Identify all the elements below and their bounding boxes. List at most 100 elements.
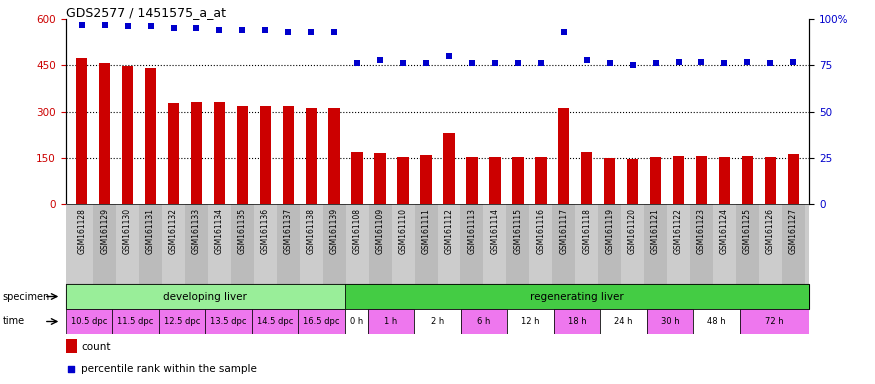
Bar <box>507 204 529 284</box>
Bar <box>158 309 205 334</box>
Bar <box>713 204 736 284</box>
Bar <box>483 204 507 284</box>
Point <box>763 60 777 66</box>
Point <box>718 60 732 66</box>
Point <box>350 60 364 66</box>
Text: GSM161138: GSM161138 <box>307 208 316 254</box>
Point <box>511 60 525 66</box>
Text: regenerating liver: regenerating liver <box>530 291 624 301</box>
Bar <box>788 154 799 204</box>
Bar <box>718 157 730 204</box>
Point <box>671 58 685 65</box>
Text: 72 h: 72 h <box>766 317 784 326</box>
Point <box>190 25 204 31</box>
Bar <box>392 204 415 284</box>
Text: 10.5 dpc: 10.5 dpc <box>71 317 107 326</box>
Bar <box>345 284 809 309</box>
Text: GSM161123: GSM161123 <box>697 208 706 254</box>
Bar <box>66 309 112 334</box>
Bar <box>626 159 639 204</box>
Text: 16.5 dpc: 16.5 dpc <box>303 317 340 326</box>
Text: GSM161108: GSM161108 <box>353 208 361 254</box>
Bar <box>512 157 523 204</box>
Point <box>304 29 318 35</box>
Bar <box>116 204 139 284</box>
Bar <box>673 156 684 204</box>
Bar <box>690 204 713 284</box>
Text: 11.5 dpc: 11.5 dpc <box>117 317 153 326</box>
Bar <box>328 108 340 204</box>
Bar <box>76 58 88 204</box>
Point <box>235 27 249 33</box>
Text: 2 h: 2 h <box>430 317 444 326</box>
Text: GSM161134: GSM161134 <box>215 208 224 254</box>
Bar <box>260 106 271 204</box>
Bar <box>667 204 690 284</box>
Bar <box>252 309 298 334</box>
Point <box>534 60 548 66</box>
Bar <box>191 102 202 204</box>
Point <box>488 60 502 66</box>
Text: GSM161139: GSM161139 <box>330 208 339 254</box>
Point <box>396 60 410 66</box>
Text: GSM161118: GSM161118 <box>582 208 592 254</box>
Text: GSM161112: GSM161112 <box>444 208 453 254</box>
Bar <box>507 309 554 334</box>
Bar <box>438 204 460 284</box>
Text: GSM161120: GSM161120 <box>628 208 637 254</box>
Bar <box>420 155 431 204</box>
Point <box>442 53 456 59</box>
Point <box>580 56 594 63</box>
Text: 1 h: 1 h <box>384 317 397 326</box>
Bar <box>739 309 809 334</box>
Bar <box>644 204 667 284</box>
Bar <box>581 152 592 204</box>
Text: specimen: specimen <box>3 291 50 301</box>
Point <box>121 23 135 30</box>
Bar <box>461 309 507 334</box>
Bar <box>298 309 345 334</box>
Text: GDS2577 / 1451575_a_at: GDS2577 / 1451575_a_at <box>66 6 226 19</box>
Point <box>603 60 617 66</box>
Bar <box>460 204 483 284</box>
Bar <box>696 156 707 204</box>
Point <box>626 62 640 68</box>
Bar <box>254 204 276 284</box>
Point <box>74 22 88 28</box>
Text: 48 h: 48 h <box>707 317 725 326</box>
Text: GSM161133: GSM161133 <box>192 208 201 254</box>
Bar <box>145 68 157 204</box>
Bar <box>99 63 110 204</box>
Point <box>213 27 227 33</box>
Text: GSM161119: GSM161119 <box>606 208 614 254</box>
Text: GSM161113: GSM161113 <box>467 208 476 254</box>
Text: GSM161127: GSM161127 <box>788 208 798 254</box>
Text: GSM161135: GSM161135 <box>238 208 247 254</box>
Bar <box>621 204 644 284</box>
Text: GSM161117: GSM161117 <box>559 208 568 254</box>
Point <box>98 22 112 28</box>
Text: GSM161124: GSM161124 <box>720 208 729 254</box>
Text: GSM161116: GSM161116 <box>536 208 545 254</box>
Text: GSM161121: GSM161121 <box>651 208 660 254</box>
Bar <box>782 204 805 284</box>
Text: GSM161109: GSM161109 <box>375 208 385 254</box>
Point <box>373 56 387 63</box>
Bar <box>736 204 759 284</box>
Bar <box>374 153 386 204</box>
Bar <box>604 158 615 204</box>
Text: GSM161126: GSM161126 <box>766 208 775 254</box>
Bar <box>397 157 409 204</box>
Bar <box>208 204 231 284</box>
Bar <box>368 309 414 334</box>
Text: GSM161115: GSM161115 <box>514 208 522 254</box>
Text: percentile rank within the sample: percentile rank within the sample <box>81 364 257 374</box>
Point <box>695 58 709 65</box>
Bar <box>529 204 552 284</box>
Bar <box>70 204 93 284</box>
Bar <box>693 309 739 334</box>
Text: GSM161111: GSM161111 <box>422 208 430 254</box>
Bar <box>112 309 158 334</box>
Text: developing liver: developing liver <box>163 291 247 301</box>
Text: time: time <box>3 316 24 326</box>
